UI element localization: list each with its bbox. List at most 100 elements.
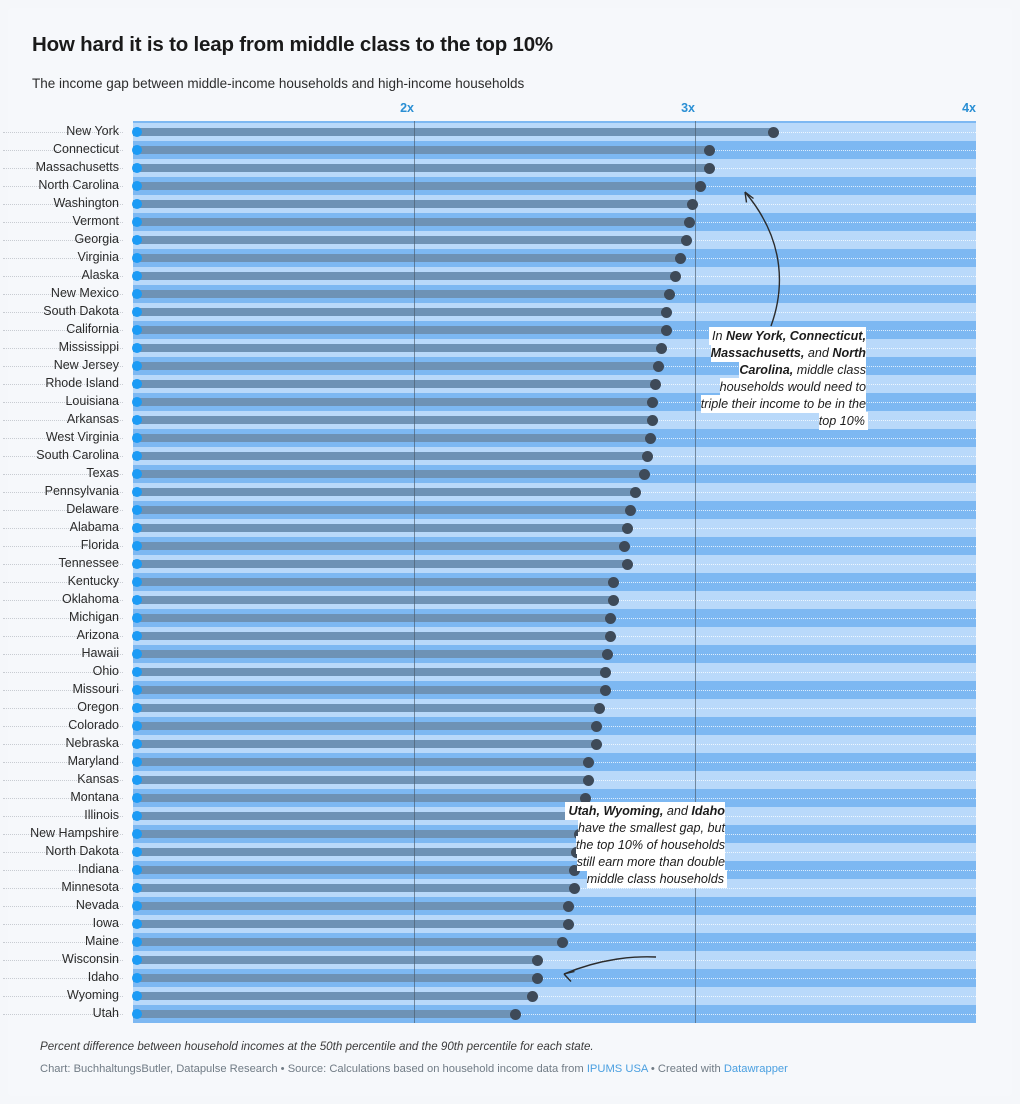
end-dot[interactable] xyxy=(582,774,594,786)
end-dot[interactable] xyxy=(641,450,653,462)
end-dot[interactable] xyxy=(681,234,693,246)
end-dot[interactable] xyxy=(608,594,619,606)
end-dot[interactable] xyxy=(638,468,650,480)
end-dot[interactable] xyxy=(661,306,673,318)
table-row[interactable]: Hawaii xyxy=(3,645,976,663)
end-dot[interactable] xyxy=(669,270,681,282)
table-row[interactable]: New Mexico xyxy=(3,285,976,303)
end-dot[interactable] xyxy=(619,540,631,552)
table-row[interactable]: Washington xyxy=(3,195,976,213)
end-dot[interactable] xyxy=(509,1008,521,1020)
end-dot[interactable] xyxy=(568,864,580,876)
table-row[interactable]: Ohio xyxy=(3,663,976,681)
end-dot[interactable] xyxy=(622,522,634,534)
table-row[interactable]: Massachusetts xyxy=(3,159,976,177)
end-dot[interactable] xyxy=(591,738,603,750)
table-row[interactable]: Delaware xyxy=(3,501,976,519)
table-row[interactable]: Kentucky xyxy=(3,573,976,591)
table-row[interactable]: Indiana xyxy=(3,861,976,879)
end-dot[interactable] xyxy=(591,720,603,732)
end-dot[interactable] xyxy=(557,936,569,948)
end-dot[interactable] xyxy=(664,288,676,300)
table-row[interactable]: Arizona xyxy=(3,627,976,645)
table-row[interactable]: Alaska xyxy=(3,267,976,285)
end-dot[interactable] xyxy=(605,630,617,642)
table-row[interactable]: Vermont xyxy=(3,213,976,231)
value-bar-overlay xyxy=(133,470,645,478)
end-dot[interactable] xyxy=(563,900,575,912)
ipums-link[interactable]: IPUMS USA xyxy=(586,1063,648,1075)
datawrapper-link[interactable]: Datawrapper xyxy=(723,1063,788,1075)
ann-top-bold1: New York, Connecticut, Massachusetts, xyxy=(710,329,866,360)
table-row[interactable]: Alabama xyxy=(3,519,976,537)
table-row[interactable]: Kansas xyxy=(3,771,976,789)
end-dot[interactable] xyxy=(661,324,673,336)
table-row[interactable]: Michigan xyxy=(3,609,976,627)
table-row[interactable]: Arkansas xyxy=(3,411,976,429)
end-dot[interactable] xyxy=(703,162,715,174)
table-row[interactable]: Montana xyxy=(3,789,976,807)
end-dot[interactable] xyxy=(532,972,544,984)
table-row[interactable]: Minnesota xyxy=(3,879,976,897)
start-dot xyxy=(132,181,142,191)
table-row[interactable]: Pennsylvania xyxy=(3,483,976,501)
end-dot[interactable] xyxy=(526,990,538,1002)
end-dot[interactable] xyxy=(582,756,594,768)
dotted-tail xyxy=(574,887,976,889)
row-label-nebraska: Nebraska xyxy=(65,736,120,750)
end-dot[interactable] xyxy=(599,666,611,678)
end-dot[interactable] xyxy=(563,918,575,930)
end-dot[interactable] xyxy=(647,414,659,426)
end-dot[interactable] xyxy=(650,378,662,390)
end-dot[interactable] xyxy=(599,684,611,696)
table-row[interactable]: Missouri xyxy=(3,681,976,699)
table-row[interactable]: Wyoming xyxy=(3,987,976,1005)
end-dot[interactable] xyxy=(602,648,614,660)
end-dot[interactable] xyxy=(622,558,634,570)
end-dot[interactable] xyxy=(703,144,715,156)
end-dot[interactable] xyxy=(652,360,664,372)
table-row[interactable]: Georgia xyxy=(3,231,976,249)
end-dot[interactable] xyxy=(593,702,605,714)
table-row[interactable]: West Virginia xyxy=(3,429,976,447)
end-dot[interactable] xyxy=(624,504,636,516)
table-row[interactable]: Oregon xyxy=(3,699,976,717)
end-dot[interactable] xyxy=(655,342,667,354)
end-dot[interactable] xyxy=(532,954,544,966)
table-row[interactable]: South Carolina xyxy=(3,447,976,465)
table-row[interactable]: North Dakota xyxy=(3,843,976,861)
end-dot[interactable] xyxy=(571,846,583,858)
table-row[interactable]: Tennessee xyxy=(3,555,976,573)
end-dot[interactable] xyxy=(647,396,659,408)
annotation-arrows xyxy=(563,191,781,982)
table-row[interactable]: Connecticut xyxy=(3,141,976,159)
table-row[interactable]: Utah xyxy=(3,1005,976,1023)
end-dot[interactable] xyxy=(579,792,591,804)
table-row[interactable]: Idaho xyxy=(3,969,976,987)
table-row[interactable]: North Carolina xyxy=(3,177,976,195)
end-dot[interactable] xyxy=(608,576,619,588)
end-dot[interactable] xyxy=(686,198,698,210)
table-row[interactable]: Oklahoma xyxy=(3,591,976,609)
end-dot[interactable] xyxy=(630,486,642,498)
table-row[interactable]: Iowa xyxy=(3,915,976,933)
end-dot[interactable] xyxy=(695,180,707,192)
end-dot[interactable] xyxy=(644,432,656,444)
table-row[interactable]: Virginia xyxy=(3,249,976,267)
table-row[interactable]: Texas xyxy=(3,465,976,483)
end-dot[interactable] xyxy=(675,252,687,264)
table-row[interactable]: Florida xyxy=(3,537,976,555)
row-label-indiana: Indiana xyxy=(77,862,119,876)
end-dot[interactable] xyxy=(568,882,580,894)
end-dot[interactable] xyxy=(768,126,780,138)
table-row[interactable]: Wisconsin xyxy=(3,951,976,969)
table-row[interactable]: Maryland xyxy=(3,753,976,771)
table-row[interactable]: New York xyxy=(3,123,976,141)
end-dot[interactable] xyxy=(605,612,617,624)
table-row[interactable]: Colorado xyxy=(3,717,976,735)
end-dot[interactable] xyxy=(683,216,695,228)
table-row[interactable]: Nebraska xyxy=(3,735,976,753)
table-row[interactable]: South Dakota xyxy=(3,303,976,321)
table-row[interactable]: Nevada xyxy=(3,897,976,915)
table-row[interactable]: Maine xyxy=(3,933,976,951)
